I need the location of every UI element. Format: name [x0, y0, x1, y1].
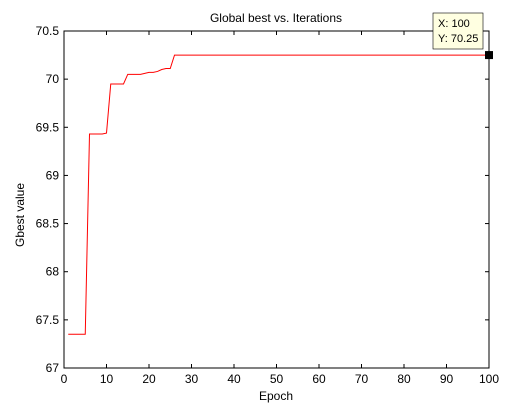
chart-title: Global best vs. Iterations — [210, 11, 342, 25]
y-tick-label: 69 — [46, 168, 60, 182]
datatip-y-text: Y: 70.25 — [438, 33, 478, 45]
x-tick-label: 70 — [355, 372, 369, 386]
y-tick-label: 68 — [46, 265, 60, 279]
datatip[interactable]: X: 100 Y: 70.25 — [432, 12, 493, 60]
x-tick-label: 50 — [270, 372, 284, 386]
y-tick-label: 70.5 — [36, 24, 60, 38]
y-tick-label: 69.5 — [36, 120, 60, 134]
x-tick-label: 60 — [312, 372, 326, 386]
plot-area — [63, 30, 490, 369]
datatip-box — [432, 12, 484, 50]
x-tick-label: 100 — [479, 372, 499, 386]
axis-labels: Global best vs. Iterations Epoch Gbest v… — [13, 11, 342, 403]
axis-ticks: 0 10 20 30 40 50 60 70 80 90 100 67 67.5 68 68.5 69 69.5… — [36, 24, 500, 386]
x-tick-label: 90 — [440, 372, 454, 386]
x-tick-label: 0 — [61, 372, 68, 386]
datatip-x-text: X: 100 — [438, 18, 470, 30]
y-tick-label: 67.5 — [36, 313, 60, 327]
axes-box — [63, 30, 490, 369]
series-line — [68, 54, 489, 335]
x-tick-label: 40 — [227, 372, 241, 386]
y-tick-label: 68.5 — [36, 217, 60, 231]
y-tick-label: 67 — [46, 361, 60, 375]
x-tick-label: 30 — [185, 372, 199, 386]
datatip-marker[interactable] — [485, 51, 493, 60]
x-tick-label: 20 — [142, 372, 156, 386]
x-tick-label: 10 — [100, 372, 114, 386]
y-axis-label: Gbest value — [13, 183, 27, 247]
x-axis-label: Epoch — [259, 389, 293, 403]
x-tick-label: 80 — [397, 372, 411, 386]
y-tick-label: 70 — [46, 72, 60, 86]
